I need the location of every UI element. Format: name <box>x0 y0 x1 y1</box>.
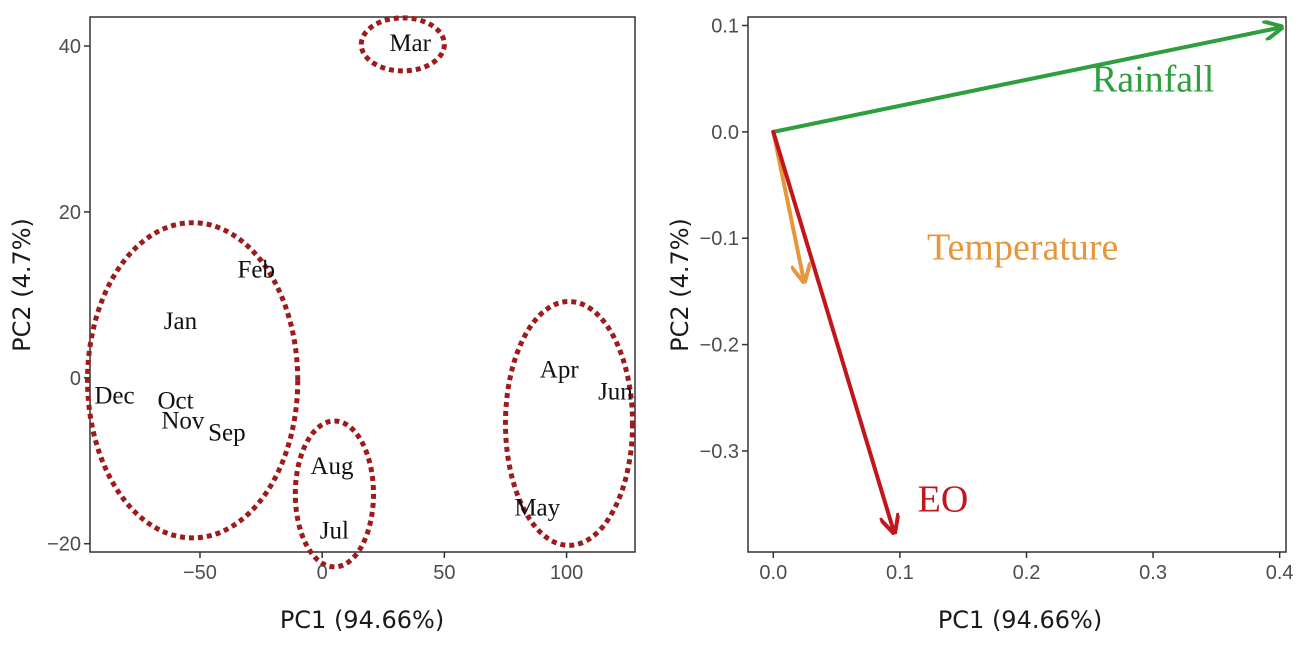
vector-arrow-eo <box>771 129 893 531</box>
vector-label-temperature: Temperature <box>927 227 1118 269</box>
y-tick-label: 0 <box>70 368 81 390</box>
point-label-mar: Mar <box>389 30 431 57</box>
vector-label-eo: EO <box>918 479 969 521</box>
point-label-oct: Oct <box>157 387 193 414</box>
cluster-ellipse <box>85 220 301 541</box>
x-tick-label: 0.3 <box>1139 562 1167 584</box>
vector-arrow-temperature <box>771 129 803 280</box>
loadings-y-axis-title: PC2 (4.7%) <box>666 218 694 352</box>
loadings-plot-frame <box>747 16 1287 553</box>
x-tick-label: 0.4 <box>1266 562 1294 584</box>
x-tick-label: 50 <box>433 562 455 584</box>
point-label-aug: Aug <box>310 453 354 480</box>
vector-arrow-rainfall <box>771 28 1279 134</box>
x-tick-label: 0 <box>317 562 328 584</box>
y-tick-label: 0.1 <box>711 16 739 38</box>
point-label-nov: Nov <box>161 407 205 434</box>
cluster-ellipse <box>358 15 447 74</box>
point-label-apr: Apr <box>540 357 580 384</box>
vector-label-rainfall: Rainfall <box>1092 58 1214 100</box>
x-tick-label: 0.0 <box>759 562 787 584</box>
point-label-may: May <box>514 494 560 521</box>
x-tick-label: 0.2 <box>1013 562 1041 584</box>
scores-clusters <box>85 15 636 570</box>
loadings-x-axis-title: PC1 (94.66%) <box>938 606 1102 634</box>
scores-plot-frame <box>89 16 636 553</box>
scores-y-axis-title: PC2 (4.7%) <box>8 218 36 352</box>
point-label-jan: Jan <box>164 308 198 335</box>
y-tick-label: 0.0 <box>711 122 739 144</box>
loadings-plot: Rainfall Temperature EO 0.0 0.1 0.2 0.3 0.4 0.1… <box>666 16 1294 634</box>
point-label-feb: Feb <box>237 256 275 283</box>
loadings-ticks: 0.0 0.1 0.2 0.3 0.4 0.1 0.0 −0.1 −0.2 −0.3 <box>700 16 1294 584</box>
cluster-ellipse <box>292 418 376 570</box>
x-tick-label: −50 <box>183 562 217 584</box>
cluster-ellipse <box>502 299 636 548</box>
x-tick-label: 100 <box>550 562 583 584</box>
point-label-dec: Dec <box>94 382 134 409</box>
loadings-vectors: Rainfall Temperature EO <box>771 28 1279 531</box>
y-tick-label: 20 <box>59 202 81 224</box>
point-label-jul: Jul <box>320 518 349 545</box>
y-tick-label: −0.2 <box>700 335 739 357</box>
scores-ticks: −50 0 50 100 −20 0 20 40 <box>47 36 583 584</box>
y-tick-label: −0.1 <box>700 228 739 250</box>
point-label-sep: Sep <box>208 420 246 447</box>
x-tick-label: 0.1 <box>886 562 914 584</box>
y-tick-label: −0.3 <box>700 441 739 463</box>
scores-x-axis-title: PC1 (94.66%) <box>280 606 444 634</box>
point-label-jun: Jun <box>598 378 633 405</box>
y-tick-label: 40 <box>59 36 81 58</box>
y-tick-label: −20 <box>47 534 81 556</box>
